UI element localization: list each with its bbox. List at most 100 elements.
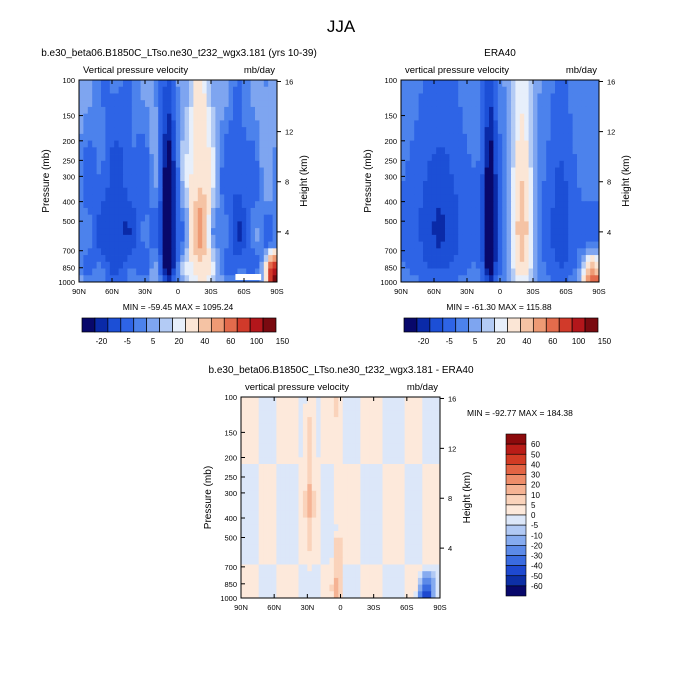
field-cell	[123, 181, 128, 189]
field-cell	[263, 194, 269, 202]
field-cell	[515, 147, 521, 155]
field-cell	[202, 154, 207, 162]
field-cell	[259, 228, 265, 236]
field-cell	[484, 154, 490, 162]
field-cell	[594, 86, 600, 94]
colorbar-swatch	[236, 317, 251, 333]
field-cell	[440, 174, 446, 182]
field-cell	[224, 93, 229, 101]
field-cell	[241, 255, 247, 263]
field-cell	[285, 484, 291, 492]
field-cell	[193, 113, 199, 121]
field-cell	[171, 207, 177, 216]
field-cell	[311, 517, 317, 525]
field-cell	[131, 201, 137, 209]
field-cell	[449, 80, 455, 88]
field-cell	[413, 531, 419, 539]
field-cell	[153, 100, 159, 108]
field-cell	[83, 255, 89, 263]
field-cell	[105, 120, 111, 128]
field-cell	[123, 86, 128, 94]
field-cell	[127, 106, 133, 115]
field-cell	[96, 86, 102, 94]
y-tick-label: 250	[384, 156, 397, 165]
field-cell	[153, 133, 159, 141]
field-cell	[197, 194, 203, 202]
field-cell	[555, 275, 560, 283]
field-cell	[484, 261, 490, 269]
field-cell	[395, 450, 401, 458]
field-cell	[184, 100, 190, 108]
field-cell	[302, 423, 308, 431]
field-cell	[320, 557, 326, 565]
field-cell	[254, 577, 260, 585]
field-cell	[423, 154, 428, 162]
field-cell	[431, 417, 436, 425]
field-cell	[435, 564, 441, 572]
field-cell	[409, 544, 414, 552]
field-cell	[276, 531, 282, 539]
field-cell	[114, 181, 119, 189]
field-cell	[224, 127, 229, 135]
field-cell	[127, 160, 133, 168]
field-cell	[436, 275, 441, 283]
colorbar-swatch	[558, 317, 573, 333]
field-cell	[414, 120, 419, 128]
colorbar-swatch	[505, 484, 527, 496]
field-cell	[171, 127, 177, 135]
field-cell	[250, 261, 256, 269]
field-cell	[511, 174, 516, 182]
field-cell	[96, 255, 102, 263]
field-cell	[541, 181, 547, 189]
field-cell	[590, 127, 595, 135]
field-cell	[427, 241, 433, 249]
field-cell	[325, 423, 330, 431]
field-cell	[307, 423, 313, 431]
field-cell	[502, 93, 507, 101]
field-cell	[254, 430, 260, 438]
field-cell	[594, 140, 600, 148]
field-cell	[96, 113, 102, 121]
field-cell	[202, 187, 207, 195]
field-cell	[162, 181, 168, 189]
field-cell	[267, 537, 273, 545]
field-cell	[409, 564, 414, 572]
field-cell	[280, 437, 286, 445]
field-cell	[219, 181, 225, 189]
field-cell	[298, 584, 304, 592]
field-cell	[404, 584, 410, 592]
field-cell	[559, 147, 565, 155]
field-label: Vertical pressure velocity	[83, 65, 188, 76]
field-cell	[351, 403, 357, 411]
field-cell	[426, 477, 432, 485]
field-cell	[241, 207, 247, 216]
field-cell	[280, 517, 286, 525]
field-cell	[96, 80, 102, 88]
field-cell	[241, 120, 247, 128]
field-cell	[149, 268, 155, 276]
field-cell	[559, 133, 565, 141]
field-cell	[109, 248, 115, 256]
field-cell	[528, 255, 534, 263]
field-cell	[431, 591, 436, 599]
field-cell	[563, 174, 569, 182]
field-cell	[431, 100, 437, 108]
field-cell	[333, 510, 339, 518]
field-cell	[136, 221, 141, 229]
field-cell	[401, 160, 406, 168]
field-cell	[272, 106, 278, 115]
field-cell	[171, 133, 177, 141]
field-cell	[594, 228, 600, 236]
field-cell	[131, 106, 137, 115]
field-cell	[436, 221, 441, 229]
field-cell	[475, 174, 481, 182]
field-cell	[289, 410, 295, 418]
field-cell	[79, 214, 84, 222]
field-cell	[298, 397, 304, 405]
field-cell	[258, 591, 264, 599]
field-cell	[533, 214, 538, 222]
field-cell	[249, 470, 255, 478]
field-cell	[533, 261, 538, 269]
field-cell	[249, 464, 255, 472]
field-cell	[400, 551, 406, 559]
